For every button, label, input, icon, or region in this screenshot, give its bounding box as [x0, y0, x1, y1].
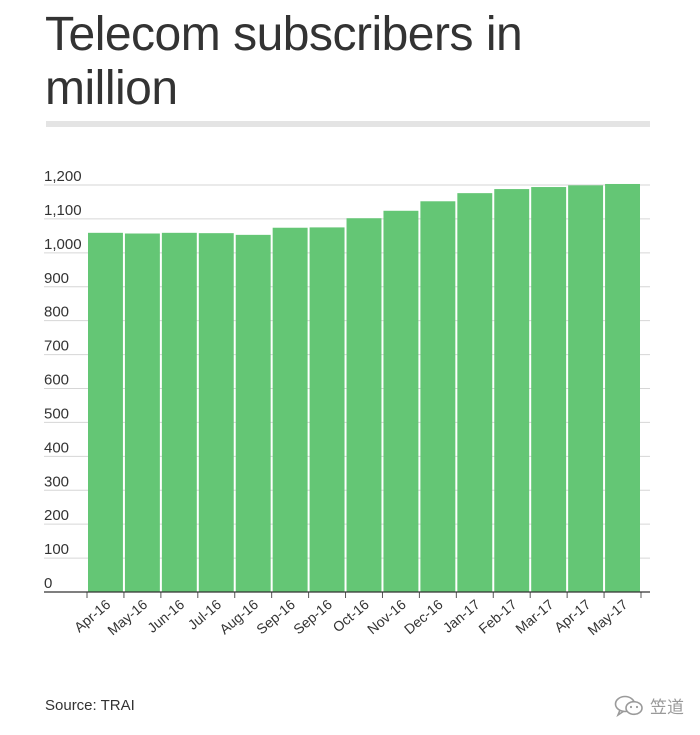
y-tick-label: 100 [44, 541, 69, 558]
chart-title: Telecom subscribers in million [45, 8, 523, 115]
bar [124, 233, 160, 592]
y-tick-label: 500 [44, 405, 69, 422]
bar [346, 218, 382, 592]
wechat-icon [614, 695, 643, 717]
bar [88, 232, 123, 592]
y-tick-label: 900 [44, 270, 69, 287]
x-tick-label: Aug-16 [216, 596, 261, 637]
x-tick-label: May-16 [104, 596, 150, 638]
bar [161, 232, 197, 592]
x-tick-label: Sep-16 [290, 596, 335, 637]
x-tick-label: Sep-16 [253, 596, 298, 637]
bars [88, 183, 640, 593]
bar [457, 193, 493, 592]
watermark-text: 笠道 [650, 698, 684, 718]
x-tick-labels: Apr-16May-16Jun-16Jul-16Aug-16Sep-16Sep-… [71, 596, 631, 638]
x-tick-label: Feb-17 [475, 596, 519, 637]
bar [605, 183, 640, 593]
watermark: 笠道 [614, 693, 684, 718]
bar [531, 187, 567, 592]
x-tick-label: Oct-16 [329, 596, 372, 635]
bar [272, 227, 308, 593]
y-tick-label: 200 [44, 507, 69, 524]
x-tick-label: Jan-17 [440, 596, 483, 636]
bar [198, 233, 234, 592]
y-tick-label: 700 [44, 338, 69, 355]
title-divider [46, 121, 650, 127]
bar [494, 189, 530, 592]
x-tick-label: May-17 [584, 596, 630, 638]
bar-chart: 0 100 200 300 400 500 600 700 800 900 1,000 1,100 1,… [44, 168, 650, 638]
x-axis [44, 591, 650, 598]
source-note: Source: TRAI [45, 697, 135, 714]
y-tick-label: 300 [44, 473, 69, 490]
bar [383, 210, 419, 592]
y-tick-label: 1,200 [44, 168, 82, 185]
bar [420, 201, 456, 592]
y-tick-label: 800 [44, 304, 69, 321]
bar [235, 234, 271, 593]
y-tick-labels: 0 100 200 300 400 500 600 700 800 900 1,000 1,100 1,… [44, 168, 82, 592]
y-tick-label: 1,100 [44, 202, 82, 219]
x-tick-label: Mar-17 [512, 596, 556, 637]
x-tick-label: Nov-16 [364, 596, 409, 637]
y-tick-label: 600 [44, 372, 69, 389]
bar [568, 185, 604, 592]
x-tick-label: Dec-16 [401, 596, 446, 637]
bar [309, 227, 345, 593]
x-tick-label: Jun-16 [144, 596, 187, 636]
y-tick-label: 0 [44, 575, 52, 592]
y-tick-label: 400 [44, 439, 69, 456]
y-tick-label: 1,000 [44, 236, 82, 253]
